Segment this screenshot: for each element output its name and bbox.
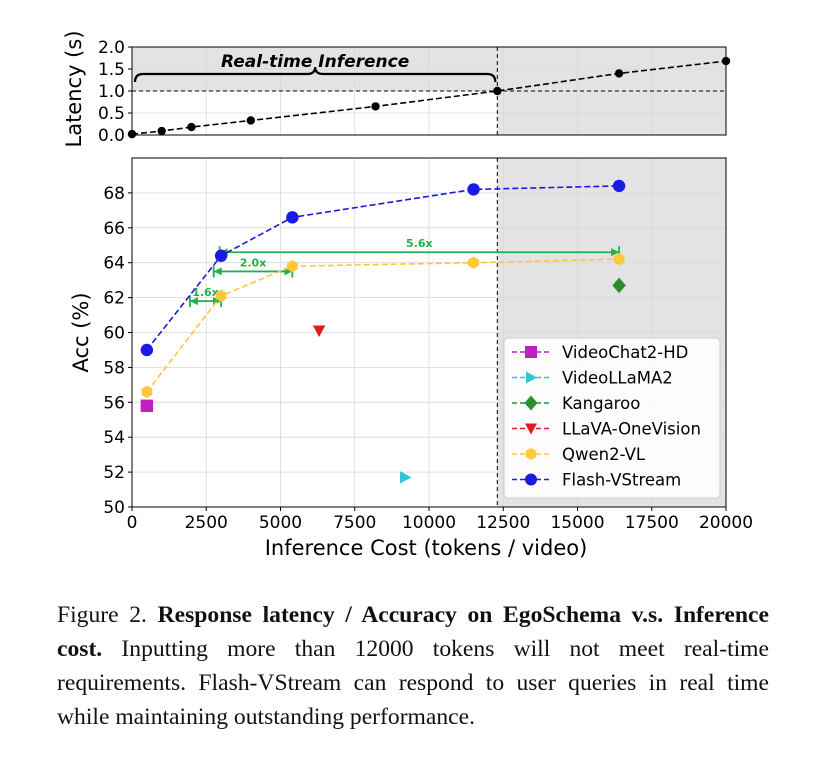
figure-caption: Figure 2. Response latency / Accuracy on… [57, 598, 769, 734]
ratio-arrow-label: 1.6x [192, 286, 219, 299]
ratio-arrow-label: 2.0x [240, 256, 267, 269]
accuracy-x-tick-label: 12500 [476, 513, 530, 533]
videochat2-hd-point [140, 399, 154, 412]
legend-label: VideoChat2-HD [562, 343, 688, 362]
legend-marker [525, 423, 537, 435]
qwen2-vl-point [468, 256, 479, 269]
legend-marker [525, 346, 537, 358]
ratio-arrow-label: 5.6x [406, 237, 433, 250]
legend: VideoChat2-HD VideoLLaMA2 Kangaroo LLaVA-On… [503, 337, 721, 499]
legend-marker [525, 473, 537, 486]
accuracy-y-tick-label: 68 [103, 184, 125, 204]
latency-point [246, 116, 255, 125]
latency-y-tick-label: 0.0 [98, 126, 125, 146]
accuracy-x-label: Inference Cost (tokens / video) [265, 536, 588, 560]
videollama2-point [400, 471, 412, 484]
accuracy-panel: 1.6x 2.0x 5.6x 50 52 54 56 58 60 62 64 66 68 0 2500 5… [69, 157, 753, 560]
accuracy-x-tick-label: 15000 [550, 513, 604, 533]
flash-vstream-point [612, 179, 626, 193]
accuracy-y-label: Acc (%) [69, 292, 93, 372]
qwen2-vl-point [613, 253, 625, 266]
qwen2-vl-point [215, 289, 227, 303]
legend-label: LLaVA-OneVision [562, 420, 701, 439]
latency-series [127, 56, 731, 139]
accuracy-x-tick-label: 7500 [333, 513, 376, 533]
accuracy-y-tick-label: 66 [103, 219, 125, 239]
latency-y-ticks: 0.00.51.01.52.0 [98, 38, 132, 146]
flash-vstream-point [467, 183, 480, 196]
figure: Real-time Inference 0.00.51.01.52.0 Late… [62, 30, 753, 560]
accuracy-y-tick-label: 54 [103, 428, 125, 448]
accuracy-y-ticks: 50 52 54 56 58 60 62 64 66 68 [103, 184, 132, 518]
legend-marker [526, 371, 537, 384]
accuracy-series [140, 179, 626, 484]
accuracy-x-tick-label: 0 [127, 513, 138, 533]
accuracy-y-tick-label: 62 [103, 289, 125, 309]
legend-label: Qwen2-VL [562, 445, 646, 464]
accuracy-y-tick-label: 58 [103, 358, 125, 378]
accuracy-y-tick-label: 60 [103, 324, 125, 344]
flash-vstream-point [286, 211, 299, 224]
legend-box [503, 337, 721, 499]
accuracy-x-tick-label: 10000 [402, 513, 456, 533]
flash-vstream-point [214, 249, 228, 262]
legend-marker [525, 448, 537, 460]
real-time-brace [133, 66, 497, 83]
accuracy-x-tick-label: 2500 [185, 513, 228, 533]
ratio-arrows: 1.6x 2.0x 5.6x [189, 237, 620, 308]
latency-line [131, 60, 727, 135]
caption-label: Figure 2. [57, 602, 147, 628]
accuracy-x-ticks: 0 2500 5000 7500 10000 12500 15000 17500 20000 [127, 507, 753, 533]
real-time-label: Real-time Inference [221, 52, 409, 72]
accuracy-y-tick-label: 50 [103, 498, 125, 518]
caption-text: Inputting more than 12000 tokens will no… [57, 636, 769, 730]
kangaroo-point [612, 277, 626, 294]
legend-label: Kangaroo [562, 394, 640, 413]
accuracy-x-tick-label: 20000 [699, 513, 753, 533]
qwen2-vl-point [287, 259, 298, 273]
accuracy-x-tick-label: 17500 [625, 513, 679, 533]
accuracy-y-tick-label: 56 [103, 393, 125, 413]
latency-point [157, 126, 166, 136]
ratio-arrow-head [189, 297, 198, 306]
latency-y-tick-label: 0.5 [98, 104, 125, 124]
latency-y-tick-label: 1.5 [98, 60, 125, 80]
latency-y-tick-label: 1.0 [98, 82, 125, 102]
accuracy-x-tick-label: 5000 [259, 513, 302, 533]
latency-y-tick-label: 2.0 [98, 38, 125, 58]
caption-title: Response latency / Accuracy on EgoSchema… [57, 602, 769, 662]
accuracy-y-tick-label: 64 [103, 254, 125, 274]
legend-marker [524, 395, 538, 411]
latency-y-label: Latency (s) [62, 30, 86, 147]
ratio-arrow-head [213, 267, 222, 276]
legend-label: VideoLLaMA2 [562, 369, 673, 388]
latency-panel: Real-time Inference 0.00.51.01.52.0 Late… [62, 30, 731, 148]
latency-point [493, 86, 502, 96]
latency-point [371, 102, 380, 111]
latency-point [187, 122, 196, 132]
accuracy-y-tick-label: 52 [103, 463, 125, 483]
llava-onevision-point [312, 325, 326, 337]
latency-point [614, 69, 624, 78]
flash-vstream-point [140, 343, 154, 357]
qwen2-vl-point [141, 385, 153, 399]
ratio-arrow-head [611, 248, 620, 257]
legend-label: Flash-VStream [562, 471, 681, 490]
